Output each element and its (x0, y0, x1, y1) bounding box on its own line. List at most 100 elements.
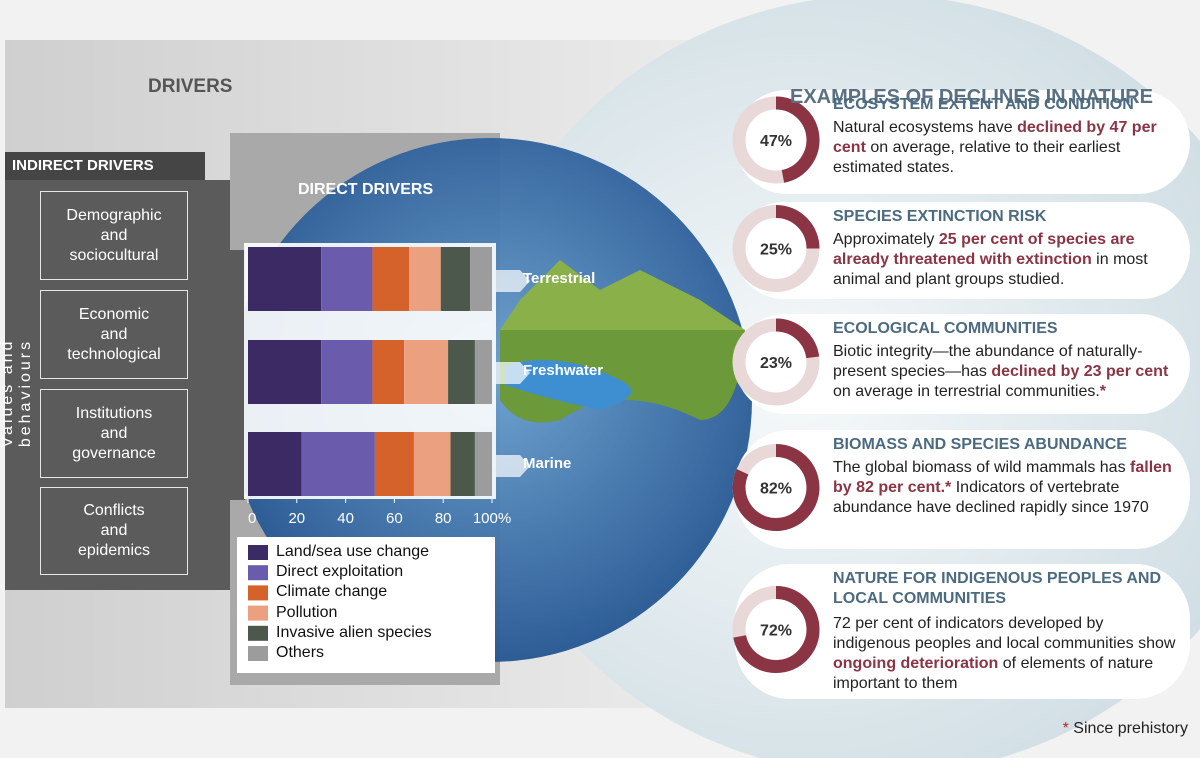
x-tick-label: 80 (435, 510, 452, 527)
text-segment: 72 per cent of indicators developed by i… (833, 615, 1176, 652)
text-segment: in most animal and plant groups studied. (833, 251, 1148, 288)
bar-segment (450, 432, 475, 496)
bar-segment (470, 247, 492, 311)
legend-label: Land/sea use change (276, 543, 430, 560)
legend-label: Climate change (276, 583, 388, 601)
driver-line: and (100, 424, 128, 442)
bar-segment (248, 432, 302, 496)
donut-label: 23% (760, 355, 792, 372)
donut-label: 72% (760, 623, 792, 640)
driver-line: and (100, 325, 128, 343)
text-segment: declined by 23 per cent (991, 363, 1169, 380)
card (735, 314, 1190, 414)
legend-label: Others (276, 644, 325, 661)
legend-swatch (248, 605, 268, 621)
card-text: 72 per cent of indicators developed by i… (833, 614, 1183, 694)
card-title: ECOLOGICAL COMMUNITIES (833, 320, 1058, 337)
cards: 47% 25% 23% 82% 72% (732, 90, 1190, 699)
arrow (496, 270, 530, 292)
donut-arc (732, 444, 820, 531)
bar-segment (321, 247, 373, 311)
text-segment: on average in terrestrial communities. (833, 383, 1100, 400)
donut-label: 25% (760, 242, 792, 259)
text-segment: declined by 47 per cent (833, 119, 1157, 156)
card (735, 90, 1190, 194)
x-tick-label: 20 (288, 510, 305, 527)
donut-arc (775, 318, 820, 359)
driver-line: Economic (78, 305, 150, 323)
indirect-title: INDIRECT DRIVERS (12, 157, 154, 174)
side-label: Values and behaviours (0, 338, 34, 448)
category-label: Terrestrial (523, 270, 596, 287)
card-title: SPECIES EXTINCTION RISK (833, 208, 1047, 225)
bar-segment (301, 432, 375, 496)
card (735, 564, 1190, 699)
bar-segment (404, 340, 449, 404)
bar-segment (474, 340, 492, 404)
river (505, 360, 632, 410)
bar-segment (321, 340, 373, 404)
driver-box: Conflicts and epidemics (40, 487, 188, 575)
driver-box: Institutions and governance (40, 389, 188, 478)
bar-segment (474, 432, 492, 496)
driver-line: and (100, 522, 128, 539)
x-tick-label: 0 (248, 510, 256, 527)
footnote: * Since prehistory (1063, 720, 1188, 738)
text-segment: on average, relative to their earliest e… (833, 139, 1121, 176)
card (735, 430, 1190, 549)
donut-arc (733, 586, 820, 673)
driver-line: epidemics (77, 542, 151, 559)
card (735, 202, 1190, 299)
bar-segment (409, 247, 441, 311)
text-segment: 25 per cent of species are already threa… (833, 231, 1135, 268)
card-title: ECOSYSTEM EXTENT AND CONDITION (833, 96, 1134, 113)
legend-label: Invasive alien species (276, 623, 432, 641)
bar-segment (448, 340, 475, 404)
bar-segment (413, 432, 451, 496)
bar-segment (248, 247, 322, 311)
card-title: BIOMASS AND SPECIES ABUNDANCE (833, 436, 1127, 453)
donut-arc (775, 205, 820, 249)
text-segment: fallen by 82 per cent.* (833, 459, 1172, 496)
legend-label: Direct exploitation (276, 563, 404, 581)
x-tick-label: 60 (386, 510, 403, 527)
driver-line: Conflicts (83, 502, 145, 519)
text-segment: ongoing deterioration (833, 655, 999, 672)
footnote-mark: * (1062, 720, 1069, 737)
donut-arc (775, 96, 820, 183)
card-title: NATURE FOR INDIGENOUS PEOPLES AND LOCAL … (833, 570, 1162, 607)
bar-segment (440, 247, 471, 311)
x-tick-label: 40 (337, 510, 354, 527)
donut-label: 82% (760, 481, 792, 498)
declines-title: EXAMPLES OF DECLINES IN NATURE (790, 86, 1153, 108)
bar-segment (248, 340, 322, 404)
driver-line: sociocultural (69, 246, 159, 264)
donut-label: 47% (760, 133, 792, 150)
driver-line: governance (72, 444, 156, 462)
driver-box: Demographic and sociocultural (40, 191, 188, 280)
text-segment: Biotic integrity—the abundance of natura… (833, 343, 1143, 380)
text-segment: of elements of nature important to them (833, 655, 1154, 692)
driver-line: and (100, 226, 128, 244)
legend-label: Pollution (276, 603, 338, 621)
indirect-header-bg (5, 152, 205, 180)
legend-box (237, 537, 495, 673)
driver-line: Demographic (66, 206, 162, 224)
title: DRIVERS (148, 76, 233, 97)
text-segment: Indicators of vertebrate abundance have … (833, 479, 1149, 516)
footnote-text: Since prehistory (1068, 720, 1188, 737)
driver-box: Economic and technological (40, 290, 188, 379)
bars: 0 20 40 60 80 100% (247, 247, 511, 661)
text-segment: Approximately (833, 231, 939, 248)
legend-swatch (248, 585, 268, 601)
legend-swatch (248, 625, 268, 641)
driver-line: technological (67, 345, 161, 363)
card-text: Natural ecosystems have declined by 47 p… (833, 118, 1183, 178)
category-label: Marine (523, 455, 572, 472)
driver-line: Institutions (75, 404, 153, 422)
text-segment: * (1099, 383, 1107, 400)
text-segment: Natural ecosystems have (833, 119, 1018, 136)
card-text: Biotic integrity—the abundance of natura… (833, 342, 1183, 402)
